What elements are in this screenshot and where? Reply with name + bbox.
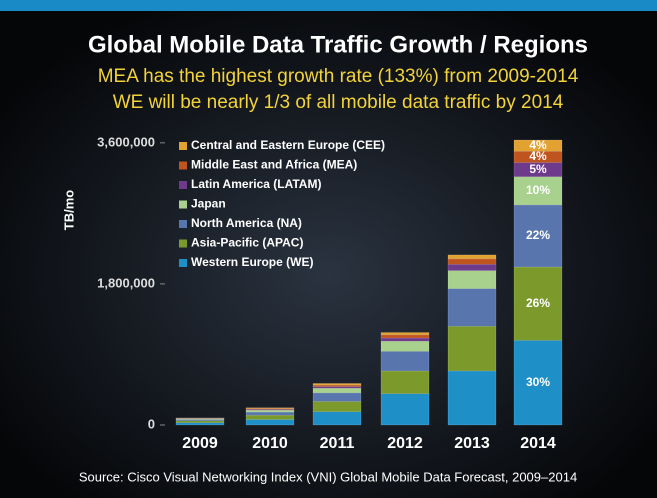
legend-label: North America (NA) — [191, 216, 302, 230]
legend-swatch — [179, 161, 187, 170]
chart-title: Global Mobile Data Traffic Growth / Regi… — [88, 31, 588, 58]
bar-segment — [513, 204, 563, 268]
y-tick-label: 0 — [148, 416, 155, 431]
bar-segment — [175, 420, 225, 423]
bar-segment — [312, 401, 362, 412]
bar-segment — [312, 387, 362, 394]
bar-segment — [447, 370, 497, 426]
legend-label: Asia-Pacific (APAC) — [191, 236, 303, 250]
bar-segment — [447, 258, 497, 265]
share-label: 10% — [526, 183, 550, 197]
bar-segment — [245, 419, 295, 426]
x-tick-label: 2011 — [320, 435, 355, 452]
bar-segment — [175, 422, 225, 426]
share-label: 22% — [526, 228, 550, 242]
bar-segment — [380, 351, 430, 372]
bar-segment — [312, 392, 362, 402]
legend-swatch — [179, 259, 187, 267]
x-tick-label: 2010 — [252, 435, 288, 452]
bar-segment — [380, 334, 430, 339]
legend-swatch — [179, 181, 187, 189]
bar-segment — [447, 264, 497, 271]
bar-segment — [312, 411, 362, 426]
bar-segment — [513, 340, 563, 426]
x-tick-label: 2012 — [387, 435, 423, 452]
subtitle: WE will be nearly 1/3 of all mobile data… — [113, 92, 564, 113]
subtitle: MEA has the highest growth rate (133%) f… — [98, 66, 579, 87]
legend-label: Latin America (LATAM) — [191, 177, 321, 191]
legend-swatch — [179, 220, 187, 228]
top-strip — [0, 0, 657, 11]
share-label: 26% — [526, 296, 550, 310]
bar-segment — [447, 254, 497, 260]
bar-segment — [380, 332, 430, 336]
bar-segment — [245, 411, 295, 416]
bar-segment — [245, 409, 295, 413]
bar-segment — [513, 266, 563, 341]
x-tick-label: 2009 — [182, 435, 218, 452]
legend-label: Japan — [191, 197, 226, 211]
share-label: 30% — [526, 375, 550, 389]
y-axis-label: TB/mo — [61, 190, 76, 231]
legend-label: Western Europe (WE) — [191, 255, 313, 269]
bar-segment — [380, 337, 430, 342]
x-tick-label: 2014 — [520, 435, 556, 452]
legend-label: Central and Eastern Europe (CEE) — [191, 138, 385, 152]
y-tick-label: 1,800,000 — [97, 275, 155, 290]
y-tick-label: 3,600,000 — [97, 134, 155, 149]
bar-segment — [245, 414, 295, 420]
legend-swatch — [179, 142, 187, 150]
bar-segment — [447, 270, 497, 289]
legend-label: Middle East and Africa (MEA) — [191, 158, 357, 172]
legend-swatch — [179, 200, 187, 209]
bar-segment — [513, 139, 563, 152]
share-label: 5% — [529, 162, 547, 176]
bar-segment — [380, 393, 430, 426]
legend-swatch — [179, 239, 187, 248]
bar-segment — [380, 340, 430, 352]
source: Source: Cisco Visual Networking Index (V… — [79, 469, 577, 484]
bar-segment — [380, 370, 430, 394]
x-tick-label: 2013 — [454, 435, 490, 452]
share-label: 4% — [529, 138, 547, 152]
bar-segment — [245, 407, 295, 409]
share-label: 4% — [529, 149, 547, 163]
bar-segment — [447, 325, 497, 372]
bar-segment — [447, 288, 497, 327]
bar-segment — [513, 176, 563, 206]
bar-segment — [312, 383, 362, 386]
